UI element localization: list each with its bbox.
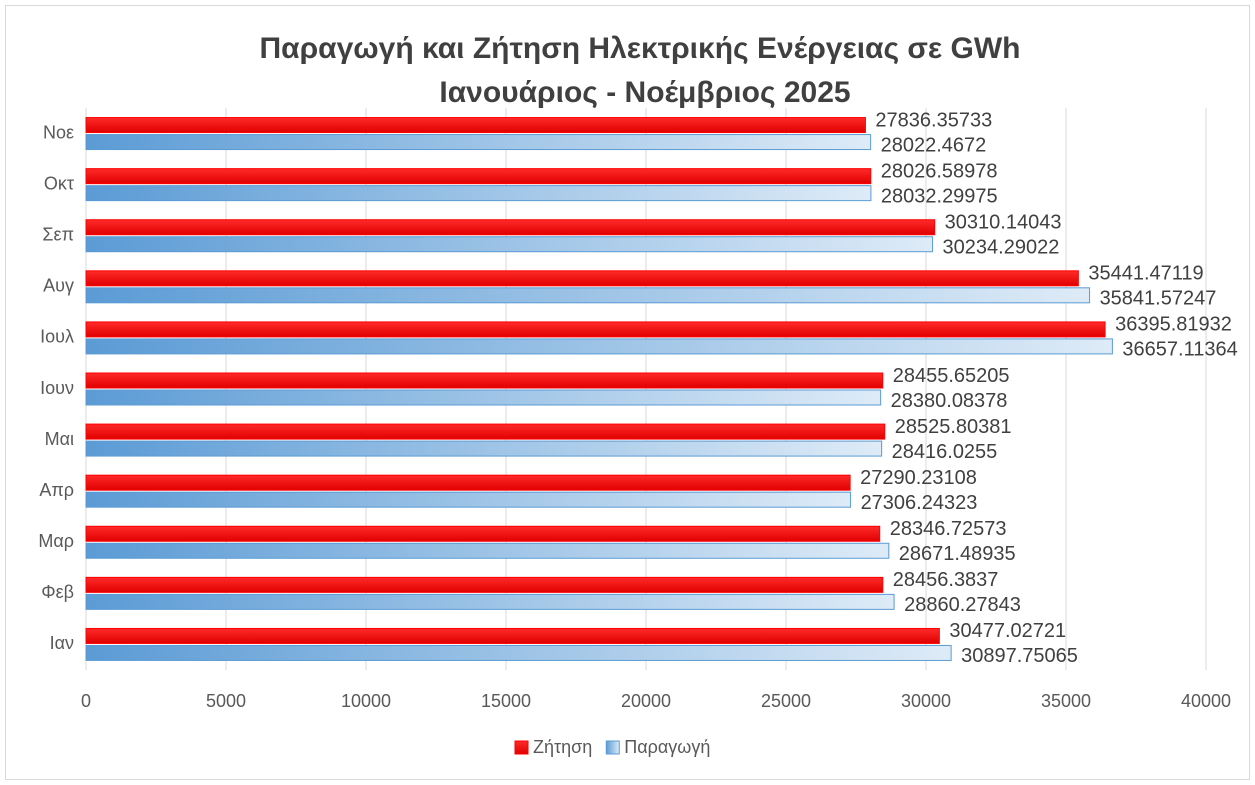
legend-label: Ζήτηση: [533, 737, 592, 757]
bar: [85, 236, 934, 253]
y-tick-label: Ιουν: [40, 378, 74, 398]
x-tick-label: 30000: [901, 691, 951, 711]
bar: [85, 542, 890, 559]
bar: [85, 440, 883, 457]
bar: [85, 117, 866, 134]
data-label: 36657.11364: [1122, 339, 1237, 361]
y-tick-label: Μαι: [45, 429, 74, 449]
y-tick-label: Ιαν: [50, 633, 74, 653]
y-tick-label: Οκτ: [44, 173, 74, 193]
data-label: 28032.29975: [881, 185, 998, 207]
bar: [85, 270, 1079, 287]
legend-swatch: [514, 740, 529, 755]
data-label: 30310.14043: [945, 212, 1062, 234]
x-tick-label: 35000: [1041, 691, 1091, 711]
bar: [85, 576, 884, 593]
y-tick-label: Αυγ: [43, 276, 74, 296]
bar: [85, 474, 851, 491]
bar: [85, 423, 886, 440]
data-label: 35841.57247: [1100, 288, 1217, 310]
data-label: 30897.75065: [961, 645, 1078, 667]
x-tick-label: 10000: [341, 691, 391, 711]
y-tick-label: Ιουλ: [40, 327, 74, 347]
bar: [85, 287, 1091, 304]
bar: [85, 372, 884, 389]
bar: [85, 627, 940, 644]
bar: [85, 525, 881, 542]
x-tick-label: 0: [81, 691, 91, 711]
bar: [85, 321, 1106, 338]
data-label: 28416.0255: [892, 441, 998, 463]
x-tick-label: 20000: [621, 691, 671, 711]
bar: [85, 338, 1113, 355]
bar: [85, 389, 882, 406]
x-tick-label: 40000: [1181, 691, 1231, 711]
bar: [85, 219, 936, 236]
data-label: 28860.27843: [904, 594, 1021, 616]
y-tick-label: Νοε: [43, 122, 74, 142]
bar: [85, 134, 872, 151]
bar: [85, 168, 872, 185]
chart-title: Παραγωγή και Ζήτηση Ηλεκτρικής Ενέργειας…: [260, 32, 1021, 65]
data-label: 28346.72573: [890, 518, 1007, 540]
data-label: 28525.80381: [895, 416, 1012, 438]
data-label: 28455.65205: [893, 365, 1010, 387]
data-label: 28026.58978: [881, 160, 998, 182]
data-label: 27306.24323: [861, 492, 978, 514]
legend-swatch: [605, 740, 620, 755]
data-label: 30234.29022: [943, 237, 1060, 259]
y-tick-label: Σεπ: [42, 224, 74, 244]
data-label: 28022.4672: [881, 134, 987, 156]
legend-label: Παραγωγή: [624, 737, 710, 757]
data-label: 28380.08378: [891, 390, 1008, 412]
y-tick-label: Απρ: [39, 480, 74, 500]
bar: [85, 185, 872, 202]
data-label: 28456.3837: [893, 569, 999, 591]
x-tick-label: 25000: [761, 691, 811, 711]
data-label: 35441.47119: [1088, 263, 1203, 285]
data-label: 28671.48935: [899, 543, 1016, 565]
chart-subtitle: Ιανουάριος - Νοέμβριος 2025: [439, 76, 850, 109]
data-label: 30477.02721: [949, 620, 1066, 642]
y-tick-label: Φεβ: [41, 582, 74, 602]
bar: [85, 593, 895, 610]
bar: [85, 644, 952, 661]
y-tick-label: Μαρ: [38, 531, 74, 551]
x-tick-label: 5000: [206, 691, 246, 711]
data-label: 27290.23108: [860, 467, 977, 489]
data-label: 27836.35733: [875, 109, 992, 131]
bar: [85, 491, 852, 508]
data-label: 36395.81932: [1115, 314, 1232, 336]
x-tick-label: 15000: [481, 691, 531, 711]
